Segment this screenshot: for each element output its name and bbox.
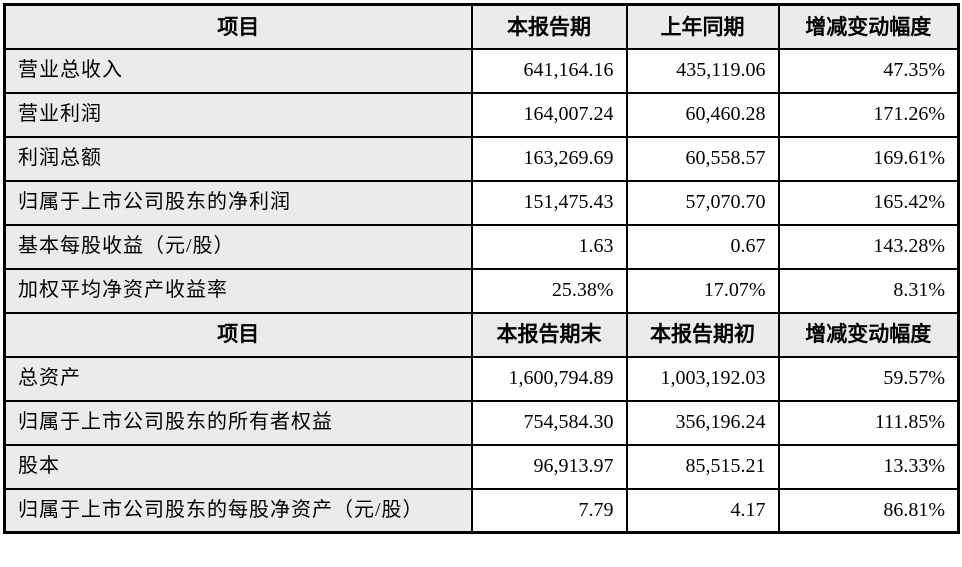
- row-label: 加权平均净资产收益率: [3, 267, 473, 314]
- value-current: 7.79: [470, 487, 628, 534]
- row-label: 归属于上市公司股东的所有者权益: [3, 399, 473, 446]
- row-label: 营业总收入: [3, 47, 473, 94]
- value-change: 165.42%: [777, 179, 960, 226]
- value-prior: 0.67: [625, 223, 780, 270]
- value-change: 59.57%: [777, 355, 960, 402]
- value-prior: 4.17: [625, 487, 780, 534]
- table-body: 项目 本报告期 上年同期 增减变动幅度 营业总收入 641,164.16 435,119.0…: [3, 3, 960, 534]
- table-row: 加权平均净资产收益率 25.38% 17.07% 8.31%: [3, 267, 960, 314]
- column-header-col2: 本报告期: [470, 3, 628, 50]
- value-prior: 356,196.24: [625, 399, 780, 446]
- row-label: 归属于上市公司股东的每股净资产（元/股）: [3, 487, 473, 534]
- value-current: 151,475.43: [470, 179, 628, 226]
- table-row: 利润总额 163,269.69 60,558.57 169.61%: [3, 135, 960, 182]
- value-prior: 1,003,192.03: [625, 355, 780, 402]
- table-row: 基本每股收益（元/股） 1.63 0.67 143.28%: [3, 223, 960, 270]
- table-row: 股本 96,913.97 85,515.21 13.33%: [3, 443, 960, 490]
- table-row: 归属于上市公司股东的每股净资产（元/股） 7.79 4.17 86.81%: [3, 487, 960, 534]
- value-prior: 60,460.28: [625, 91, 780, 138]
- table-row: 归属于上市公司股东的所有者权益 754,584.30 356,196.24 111.8…: [3, 399, 960, 446]
- value-prior: 60,558.57: [625, 135, 780, 182]
- value-current: 754,584.30: [470, 399, 628, 446]
- value-change: 171.26%: [777, 91, 960, 138]
- value-change: 86.81%: [777, 487, 960, 534]
- value-change: 13.33%: [777, 443, 960, 490]
- row-label: 基本每股收益（元/股）: [3, 223, 473, 270]
- value-current: 163,269.69: [470, 135, 628, 182]
- column-header-col1: 项目: [3, 3, 473, 50]
- value-prior: 57,070.70: [625, 179, 780, 226]
- table-row: 营业利润 164,007.24 60,460.28 171.26%: [3, 91, 960, 138]
- value-change: 8.31%: [777, 267, 960, 314]
- value-current: 164,007.24: [470, 91, 628, 138]
- column-header-col3: 本报告期初: [625, 311, 780, 358]
- value-current: 1.63: [470, 223, 628, 270]
- value-prior: 85,515.21: [625, 443, 780, 490]
- column-header-col2: 本报告期末: [470, 311, 628, 358]
- value-change: 169.61%: [777, 135, 960, 182]
- row-label: 营业利润: [3, 91, 473, 138]
- value-change: 143.28%: [777, 223, 960, 270]
- table-row: 营业总收入 641,164.16 435,119.06 47.35%: [3, 47, 960, 94]
- header-row: 项目 本报告期 上年同期 增减变动幅度: [3, 3, 960, 50]
- row-label: 归属于上市公司股东的净利润: [3, 179, 473, 226]
- value-prior: 435,119.06: [625, 47, 780, 94]
- column-header-col1: 项目: [3, 311, 473, 358]
- table-row: 归属于上市公司股东的净利润 151,475.43 57,070.70 165.42%: [3, 179, 960, 226]
- value-current: 641,164.16: [470, 47, 628, 94]
- value-prior: 17.07%: [625, 267, 780, 314]
- value-change: 47.35%: [777, 47, 960, 94]
- table-row: 总资产 1,600,794.89 1,003,192.03 59.57%: [3, 355, 960, 402]
- header-row: 项目 本报告期末 本报告期初 增减变动幅度: [3, 311, 960, 358]
- column-header-col3: 上年同期: [625, 3, 780, 50]
- financial-summary-table: 项目 本报告期 上年同期 增减变动幅度 营业总收入 641,164.16 435,119.0…: [3, 3, 960, 534]
- column-header-col4: 增减变动幅度: [777, 3, 960, 50]
- value-current: 1,600,794.89: [470, 355, 628, 402]
- row-label: 股本: [3, 443, 473, 490]
- value-change: 111.85%: [777, 399, 960, 446]
- value-current: 25.38%: [470, 267, 628, 314]
- row-label: 利润总额: [3, 135, 473, 182]
- row-label: 总资产: [3, 355, 473, 402]
- value-current: 96,913.97: [470, 443, 628, 490]
- column-header-col4: 增减变动幅度: [777, 311, 960, 358]
